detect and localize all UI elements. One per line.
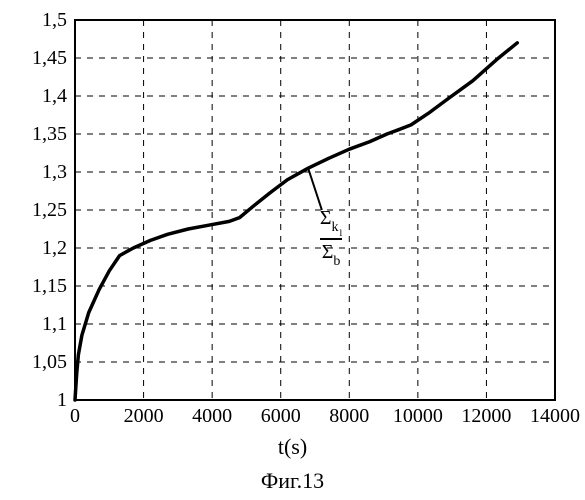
x-tick-label: 4000 [192,405,232,427]
y-tick-label: 1,3 [42,161,67,183]
annotation-denominator: Σb [322,242,341,267]
x-tick-label: 2000 [124,405,164,427]
annotation-numerator: Σkl [320,208,342,236]
x-tick-label: 12000 [461,405,511,427]
y-tick-label: 1,15 [32,275,67,297]
y-tick-label: 1,2 [42,237,67,259]
x-tick-label: 14000 [530,405,580,427]
y-tick-label: 1,05 [32,351,67,373]
figure-caption: Фиг.13 [0,468,585,494]
x-tick-label: 8000 [329,405,369,427]
y-tick-label: 1,1 [42,313,67,335]
y-tick-label: 1,35 [32,123,67,145]
y-tick-label: 1,25 [32,199,67,221]
line-chart: 0 2000 4000 6000 8000 10000 12000 14000 1 1,05 1,1… [0,0,585,500]
x-tick-label: 0 [70,405,80,427]
x-tick-label: 10000 [393,405,443,427]
y-tick-label: 1,4 [42,85,67,107]
y-tick-label: 1,45 [32,47,67,69]
series-annotation: Σkl Σb [320,208,342,267]
x-axis-label: t(s) [0,434,585,460]
chart-container: 0 2000 4000 6000 8000 10000 12000 14000 1 1,05 1,1… [0,0,585,500]
y-tick-label: 1 [57,389,67,411]
x-tick-label: 6000 [261,405,301,427]
y-tick-label: 1,5 [42,9,67,31]
